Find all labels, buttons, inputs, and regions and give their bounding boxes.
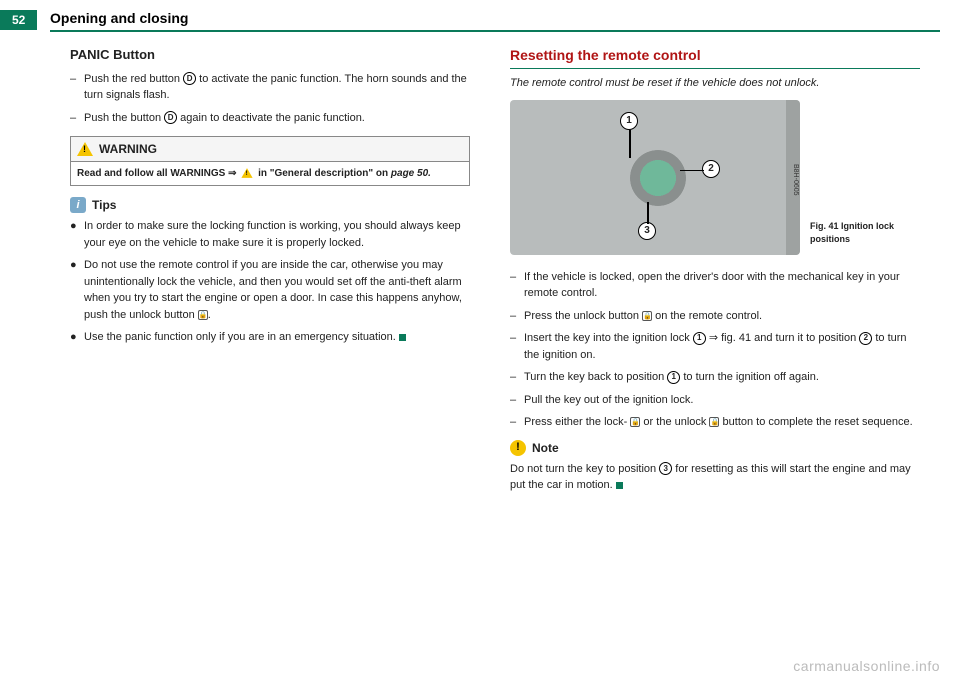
warning-box: WARNING Read and follow all WARNINGS ⇒ i… <box>70 136 470 186</box>
note-icon: ! <box>510 440 526 456</box>
note-header: ! Note <box>510 439 920 457</box>
ignition-figure: 1 2 3 B8H-0605 <box>510 100 800 255</box>
ignition-lock-graphic <box>630 150 686 206</box>
fig-label-3: 3 <box>638 222 656 240</box>
instruction-item: –Push the red button D to activate the p… <box>70 71 470 104</box>
warning-body: Read and follow all WARNINGS ⇒ in "Gener… <box>71 162 469 185</box>
warning-label: WARNING <box>99 140 157 158</box>
tip-item: ●Use the panic function only if you are … <box>70 329 470 346</box>
tip-item: ●Do not use the remote control if you ar… <box>70 257 470 323</box>
watermark: carmanualsonline.info <box>793 658 940 674</box>
step-item: –Press either the lock- 🔒 or the unlock … <box>510 414 920 431</box>
warning-page-ref: page 50. <box>391 168 431 179</box>
step-item: –Pull the key out of the ignition lock. <box>510 392 920 409</box>
panic-heading: PANIC Button <box>70 45 470 65</box>
chapter-header: Opening and closing <box>50 10 940 32</box>
note-text: Do not turn the key to position 3 for re… <box>510 461 920 494</box>
step-item: –If the vehicle is locked, open the driv… <box>510 269 920 302</box>
fig-label-2: 2 <box>702 160 720 178</box>
warning-text-b: in "General description" on <box>258 168 391 179</box>
warning-inline-icon <box>242 168 253 178</box>
warning-triangle-icon <box>77 142 93 156</box>
fig-line-1 <box>629 130 631 158</box>
right-column: Resetting the remote control The remote … <box>510 45 920 494</box>
info-icon: i <box>70 197 86 213</box>
tips-header: i Tips <box>70 196 470 214</box>
tip-item: ●In order to make sure the locking funct… <box>70 218 470 251</box>
fig-label-1: 1 <box>620 112 638 130</box>
fig-sidebar-code: B8H-0605 <box>786 100 800 255</box>
step-item: –Press the unlock button 🔒 on the remote… <box>510 308 920 325</box>
reset-intro: The remote control must be reset if the … <box>510 75 920 92</box>
fig-line-2 <box>680 170 704 172</box>
figure-caption: Fig. 41 Ignition lock positions <box>810 220 920 247</box>
left-column: PANIC Button –Push the red button D to a… <box>70 45 470 494</box>
fig-line-3 <box>647 202 649 224</box>
warning-text-a: Read and follow all WARNINGS ⇒ <box>77 168 239 179</box>
tips-label: Tips <box>92 196 116 214</box>
step-item: –Insert the key into the ignition lock 1… <box>510 330 920 363</box>
page-content: PANIC Button –Push the red button D to a… <box>70 45 920 494</box>
instruction-item: –Push the button D again to deactivate t… <box>70 110 470 127</box>
chapter-title: Opening and closing <box>50 10 188 26</box>
note-label: Note <box>532 439 559 457</box>
figure-row: 1 2 3 B8H-0605 Fig. 41 Ignition lock pos… <box>510 100 920 259</box>
warning-header: WARNING <box>71 137 469 162</box>
step-item: –Turn the key back to position 1 to turn… <box>510 369 920 386</box>
reset-heading: Resetting the remote control <box>510 45 920 69</box>
page-number: 52 <box>0 10 37 30</box>
